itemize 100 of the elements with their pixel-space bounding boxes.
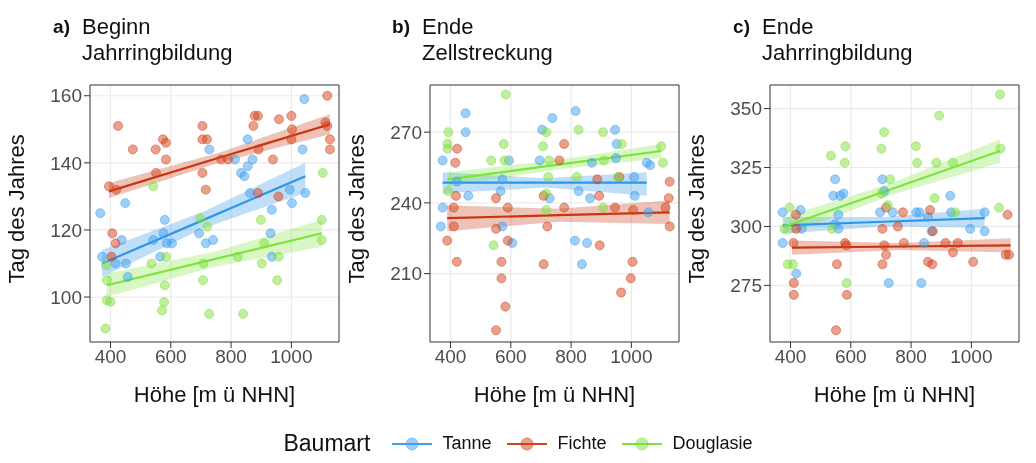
point xyxy=(442,235,453,246)
point xyxy=(200,238,211,249)
y-tick-label: 350 xyxy=(730,98,762,120)
point xyxy=(148,181,159,192)
point xyxy=(573,186,584,197)
point xyxy=(105,296,116,307)
point xyxy=(779,223,790,234)
point xyxy=(450,190,461,201)
point xyxy=(543,171,554,182)
point xyxy=(559,202,570,213)
point xyxy=(610,202,621,213)
point xyxy=(273,191,284,202)
point xyxy=(841,289,852,300)
point xyxy=(833,209,844,220)
x-tick-label: 600 xyxy=(834,346,867,368)
y-tick-label: 325 xyxy=(730,157,762,179)
point xyxy=(628,204,639,215)
x-tick-label: 600 xyxy=(154,346,187,368)
point xyxy=(934,110,945,121)
legend-label: Douglasie xyxy=(672,433,753,454)
point xyxy=(273,251,284,262)
point xyxy=(586,157,597,168)
point xyxy=(248,120,259,131)
point xyxy=(610,124,621,135)
point xyxy=(927,259,938,270)
point xyxy=(242,161,253,172)
point xyxy=(940,237,951,248)
point xyxy=(534,155,545,166)
point xyxy=(830,174,841,185)
point xyxy=(965,223,976,234)
y-tick-label: 275 xyxy=(730,275,762,297)
point xyxy=(831,259,842,270)
point xyxy=(629,171,640,182)
point xyxy=(879,127,890,138)
chart-title: Ende Zellstreckung xyxy=(422,14,553,66)
y-axis-title: Tag des Jahres xyxy=(3,134,29,284)
point xyxy=(100,323,111,334)
point xyxy=(919,237,930,248)
point xyxy=(159,214,170,225)
point xyxy=(571,171,582,182)
chart-title: Beginn Jahrringbildung xyxy=(82,14,233,66)
point xyxy=(947,247,958,258)
point xyxy=(127,144,138,155)
point xyxy=(286,134,297,145)
text: c) xyxy=(733,16,750,37)
point xyxy=(204,144,215,155)
point xyxy=(625,273,636,284)
point xyxy=(316,214,327,225)
point xyxy=(316,235,327,246)
point xyxy=(544,155,555,166)
point xyxy=(788,289,799,300)
text: a) xyxy=(53,16,70,37)
y-tick-label: 210 xyxy=(390,263,422,285)
point xyxy=(547,113,558,124)
point xyxy=(322,90,333,101)
point xyxy=(500,89,511,100)
point xyxy=(559,138,570,149)
point xyxy=(497,174,508,185)
point xyxy=(910,141,921,152)
point xyxy=(223,154,234,165)
point xyxy=(267,154,278,165)
point xyxy=(777,207,788,218)
point xyxy=(777,237,788,248)
point xyxy=(284,184,295,195)
point xyxy=(286,110,297,121)
point xyxy=(594,240,605,251)
point xyxy=(120,258,131,269)
point xyxy=(931,157,942,168)
y-tick-label: 240 xyxy=(390,192,422,214)
point xyxy=(875,207,886,218)
point xyxy=(876,143,887,154)
chart-title: Ende Jahrringbildung xyxy=(762,14,913,66)
point xyxy=(945,190,956,201)
point xyxy=(979,207,990,218)
point xyxy=(791,268,802,279)
point xyxy=(879,240,890,251)
point xyxy=(160,154,171,165)
point xyxy=(496,256,507,267)
point xyxy=(317,167,328,178)
point xyxy=(110,258,121,269)
point xyxy=(658,157,669,168)
point xyxy=(887,207,898,218)
y-axis-title: Tag des Jahres xyxy=(343,134,369,284)
x-axis-title: Höhe [m ü NHN] xyxy=(133,382,296,407)
point xyxy=(286,198,297,209)
point xyxy=(883,278,894,289)
point xyxy=(784,202,795,213)
point xyxy=(538,141,549,152)
point xyxy=(148,235,159,246)
point xyxy=(791,223,802,234)
x-tick-label: 800 xyxy=(895,346,927,368)
point xyxy=(159,297,170,308)
point xyxy=(952,237,963,248)
point xyxy=(460,108,471,119)
point xyxy=(499,155,510,166)
point xyxy=(151,167,162,178)
point xyxy=(120,198,131,209)
point xyxy=(643,207,654,218)
point xyxy=(1004,249,1015,260)
point xyxy=(297,144,308,155)
